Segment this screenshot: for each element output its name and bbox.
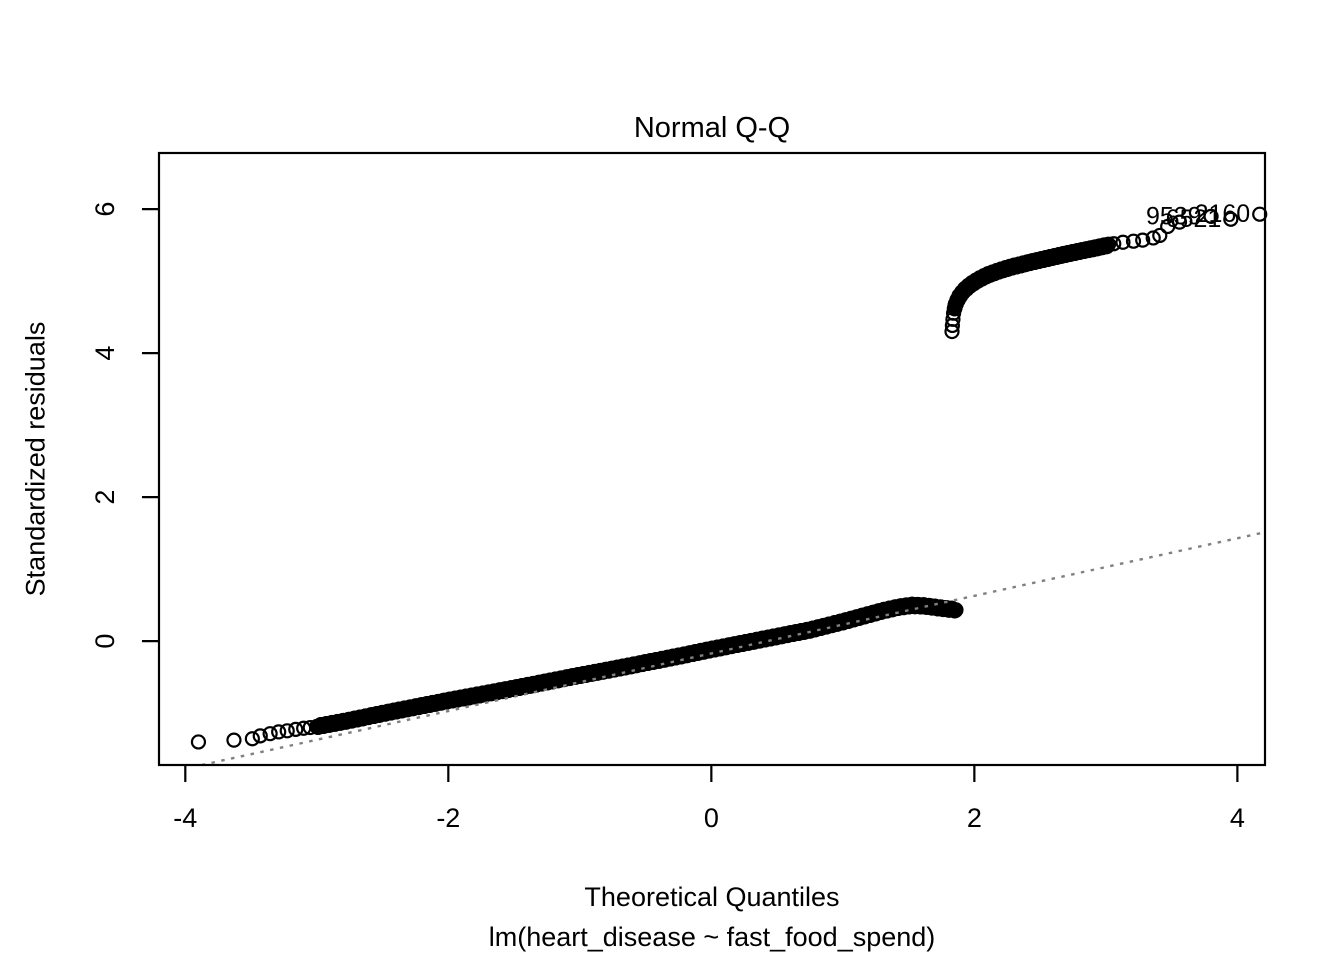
y-tick-label-3: 6 — [90, 202, 120, 217]
data-point-extreme — [1203, 208, 1219, 224]
y-tick-label-0: 0 — [90, 634, 120, 649]
x-tick-label-1: -2 — [436, 803, 460, 833]
y-tick-label-2: 4 — [90, 346, 120, 361]
data-point-outlier — [262, 726, 278, 742]
data-point-outlier — [288, 721, 304, 737]
x-axis-label: Theoretical Quantiles — [584, 882, 840, 912]
data-point-outlier — [190, 734, 207, 750]
data-point-upper-sparse — [1145, 230, 1161, 246]
data-point-upper-sparse — [1115, 234, 1131, 250]
qq-reference-line — [201, 531, 1266, 767]
point-label-0: 9539 — [1146, 202, 1202, 230]
x-tick-label-0: -4 — [173, 803, 197, 833]
x-tick-label-2: 0 — [704, 803, 719, 833]
data-point-upper-sparse — [1152, 227, 1168, 244]
y-axis-label: Standardized residuals — [20, 321, 51, 597]
data-point-lower-band — [948, 602, 964, 618]
data-point-outlier — [252, 728, 268, 744]
point-label-1: 6521 — [1166, 205, 1222, 233]
data-point-upper-sparse — [1135, 232, 1151, 248]
data-point-upper-sparse — [1125, 233, 1142, 249]
data-point-outlier — [279, 723, 295, 739]
data-point-extreme — [1223, 211, 1239, 227]
data-point-upper-sparse — [1106, 236, 1122, 252]
model-sub-caption: lm(heart_disease ~ fast_food_spend) — [488, 922, 936, 952]
data-point-outlier — [226, 732, 242, 748]
x-tick-label-4: 4 — [1230, 803, 1245, 833]
data-point-extreme — [1252, 206, 1268, 222]
x-tick-label-3: 2 — [967, 803, 982, 833]
y-tick-label-1: 2 — [90, 490, 120, 505]
data-point-outlier — [244, 731, 260, 747]
point-label-2: 2160 — [1195, 200, 1251, 228]
plot-title: Normal Q-Q — [633, 112, 791, 144]
data-point-outlier — [271, 724, 287, 740]
data-point-upper-band — [1100, 236, 1117, 252]
data-point-upper-sparse — [1171, 214, 1188, 230]
